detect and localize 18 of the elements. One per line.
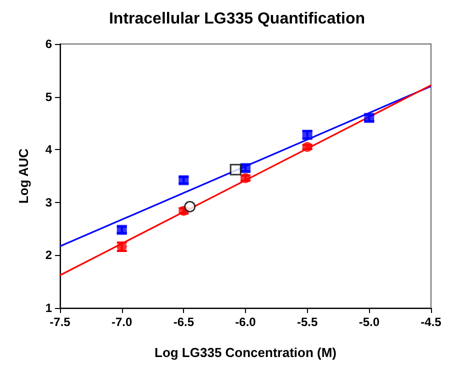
x-tick-label: -6.0 xyxy=(235,315,256,329)
y-tick-label: 3 xyxy=(45,195,52,210)
x-axis-title: Log LG335 Concentration (M) xyxy=(154,345,336,360)
point xyxy=(184,200,196,212)
y-tick-label: 5 xyxy=(45,90,52,104)
chart-title: Intracellular LG335 Quantification xyxy=(108,10,366,28)
y-tick-label: 1 xyxy=(45,301,52,315)
x-tick-label: -7.0 xyxy=(111,315,132,329)
x-tick-label: -5.0 xyxy=(358,315,380,329)
y-axis-title: Log AUC xyxy=(16,148,31,204)
x-tick-label: -7.5 xyxy=(50,315,71,329)
point xyxy=(230,164,242,176)
y-tick-label: 6 xyxy=(45,37,52,51)
x-tick-label: -4.5 xyxy=(420,315,442,329)
x-tick-label: -6.5 xyxy=(173,315,194,329)
x-tick-label: -5.5 xyxy=(296,315,318,329)
y-tick-label: 4 xyxy=(45,142,52,157)
y-tick-label: 2 xyxy=(45,248,52,262)
